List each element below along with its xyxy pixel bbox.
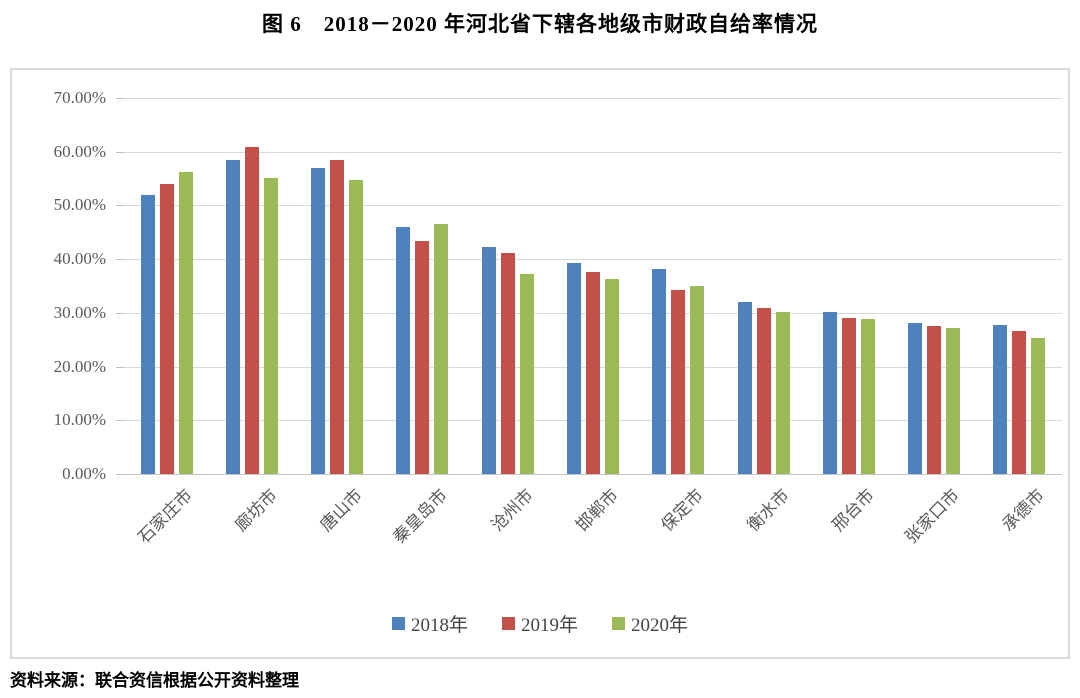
x-axis-label: 秦皇岛市: [389, 485, 452, 548]
y-axis-label: 70.00%: [53, 88, 106, 107]
x-axis-label: 张家口市: [901, 485, 964, 548]
bar-2018年-保定市: [652, 268, 667, 474]
bar-2019年-张家口市: [927, 326, 942, 474]
bar-2020年-邢台市: [860, 319, 875, 474]
bar-2019年-保定市: [671, 290, 686, 474]
y-axis-label: 0.00%: [62, 464, 106, 483]
gridline: [124, 259, 1062, 261]
bar-group-5: [465, 98, 550, 474]
bar-2018年-沧州市: [481, 247, 496, 474]
bar-2018年-承德市: [993, 324, 1008, 474]
bar-2018年-石家庄市: [140, 194, 155, 474]
x-axis-label: 邢台市: [828, 485, 878, 536]
bar-2020年-廊坊市: [263, 177, 278, 474]
legend-swatch-icon: [612, 617, 625, 630]
y-axis-label: 20.00%: [53, 356, 106, 376]
y-tick-mark: [116, 312, 124, 314]
bar-2019年-秦皇岛市: [415, 240, 430, 474]
bar-2019年-承德市: [1012, 330, 1027, 474]
y-tick-mark: [116, 259, 124, 261]
legend: 2018年 2019年 2020年: [12, 610, 1068, 637]
bar-2019年-石家庄市: [159, 183, 174, 474]
y-tick-mark: [116, 420, 124, 422]
bar-2020年-秦皇岛市: [434, 224, 449, 474]
bar-2018年-廊坊市: [225, 160, 240, 474]
chart-frame: 70.00% 60.00% 50.00% 40.00% 30.00% 20.00% 10.0…: [10, 68, 1070, 659]
gridline: [124, 151, 1062, 153]
y-tick-mark: [116, 98, 124, 99]
y-tick-mark: [116, 366, 124, 368]
gridline: [124, 98, 1062, 99]
bar-group-6: [550, 98, 635, 474]
y-tick-mark: [116, 151, 124, 153]
bar-2019年-邢台市: [841, 318, 856, 474]
y-axis-label: 30.00%: [53, 302, 106, 322]
plot-area: [116, 98, 1062, 475]
y-axis-label: 10.00%: [53, 410, 106, 430]
bar-group-3: [295, 98, 380, 474]
x-axis-label: 衡水市: [743, 485, 793, 536]
bar-2020年-张家口市: [946, 328, 961, 474]
bar-2018年-张家口市: [908, 323, 923, 474]
y-axis-label: 50.00%: [53, 195, 106, 215]
bar-2018年-秦皇岛市: [396, 227, 411, 474]
bar-2020年-承德市: [1031, 337, 1046, 474]
legend-swatch-icon: [391, 617, 405, 630]
x-axis-label: 石家庄市: [134, 485, 196, 548]
y-axis-label: 60.00%: [53, 141, 106, 161]
bar-2019年-邯郸市: [585, 272, 600, 474]
bar-2018年-衡水市: [737, 301, 752, 474]
x-axis-label: 承德市: [998, 485, 1049, 536]
bar-group-1: [124, 98, 209, 474]
bar-group-7: [636, 98, 721, 474]
x-axis-label: 沧州市: [487, 485, 537, 536]
legend-label: 2019年: [520, 615, 578, 636]
bar-2019年-廊坊市: [244, 147, 259, 474]
bar-2019年-唐山市: [330, 159, 345, 474]
y-tick-mark: [116, 474, 124, 475]
bar-2018年-邢台市: [822, 312, 837, 474]
bar-2020年-石家庄市: [178, 172, 193, 474]
bar-2018年-唐山市: [311, 167, 326, 474]
bar-2019年-衡水市: [756, 307, 771, 474]
x-axis-label: 保定市: [657, 485, 708, 536]
y-axis-label: 40.00%: [53, 249, 106, 269]
bar-2020年-邯郸市: [604, 279, 619, 474]
legend-item-2018年: 2018年: [391, 610, 468, 637]
legend-item-2020年: 2020年: [612, 610, 688, 637]
bar-group-11: [977, 98, 1062, 474]
bar-2020年-保定市: [690, 286, 705, 474]
bar-group-4: [380, 98, 465, 474]
bar-2020年-沧州市: [519, 273, 534, 474]
gridline: [124, 205, 1062, 207]
bar-2020年-唐山市: [349, 179, 364, 474]
bar-group-10: [891, 98, 976, 474]
bar-2020年-衡水市: [775, 311, 790, 474]
bar-group-2: [209, 98, 294, 474]
y-tick-mark: [116, 205, 124, 207]
bar-2019年-沧州市: [500, 252, 515, 474]
legend-item-2019年: 2019年: [501, 610, 578, 637]
bar-2018年-邯郸市: [566, 263, 581, 474]
gridline: [124, 474, 1062, 475]
bar-group-9: [806, 98, 891, 474]
bar-group-8: [721, 98, 806, 474]
legend-label: 2018年: [410, 615, 468, 636]
chart-title: 图 6 2018－2020 年河北省下辖各地级市财政自给率情况: [262, 12, 818, 36]
x-axis-label: 唐山市: [316, 485, 367, 536]
legend-swatch-icon: [501, 617, 515, 630]
legend-label: 2020年: [631, 615, 689, 636]
x-axis-label: 廊坊市: [231, 485, 281, 536]
source-note: 资料来源：联合资信根据公开资料整理: [10, 671, 299, 690]
x-axis-label: 邯郸市: [572, 485, 622, 536]
